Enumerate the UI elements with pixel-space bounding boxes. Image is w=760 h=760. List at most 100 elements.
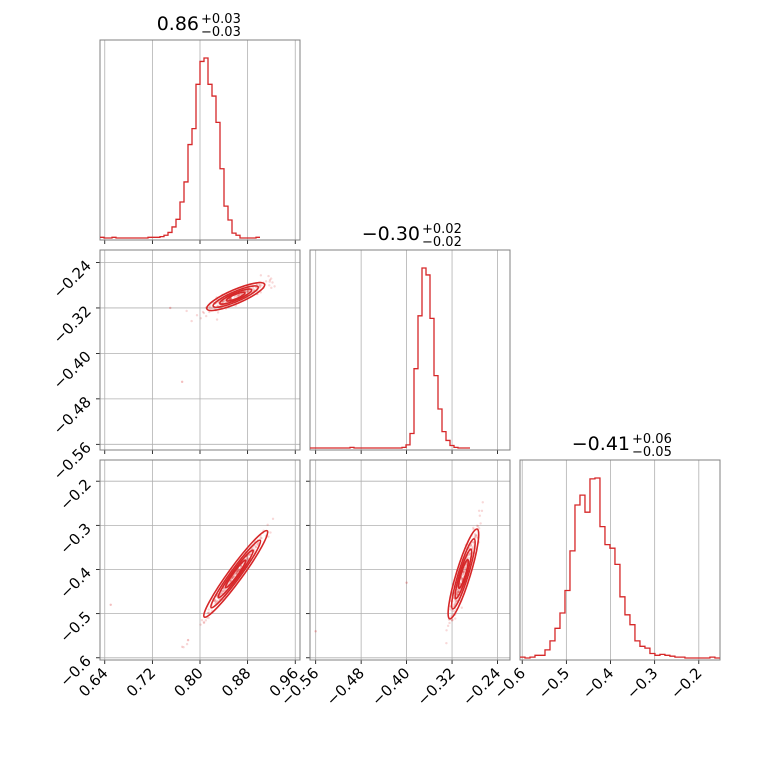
- sample-point: [259, 536, 262, 540]
- sample-point: [236, 570, 239, 573]
- sample-point: [204, 314, 208, 318]
- sample-point: [258, 283, 262, 287]
- sample-point: [461, 573, 464, 576]
- sample-point: [220, 301, 224, 304]
- sample-point: [208, 306, 211, 309]
- title-param-1-median: 0.86: [157, 13, 199, 35]
- sample-point: [451, 618, 454, 622]
- sample-point: [223, 588, 227, 591]
- sample-point: [246, 556, 249, 560]
- sample-point: [455, 591, 459, 594]
- sample-point: [474, 534, 477, 537]
- x-tick-label: −0.2: [667, 664, 705, 702]
- sample-point: [463, 566, 467, 570]
- sample-point: [258, 283, 261, 287]
- sample-point: [213, 599, 217, 602]
- sample-point: [182, 645, 185, 649]
- sample-point: [190, 319, 193, 323]
- sample-point: [209, 307, 212, 311]
- sample-point: [259, 274, 263, 277]
- y-tick-label: −0.5: [56, 608, 94, 646]
- sample-point: [202, 621, 206, 625]
- sample-point: [201, 310, 205, 314]
- title-param-3-minus: −0.05: [632, 445, 672, 460]
- sample-point: [453, 609, 456, 613]
- sample-point: [229, 579, 233, 582]
- sample-point: [481, 501, 484, 504]
- sample-point: [215, 599, 218, 602]
- sample-point: [476, 525, 480, 528]
- sample-point: [223, 299, 226, 303]
- sample-point: [480, 509, 484, 513]
- sample-point: [234, 572, 237, 575]
- sample-point: [247, 289, 250, 293]
- outlier-point: [186, 638, 190, 642]
- histogram-step-line: [520, 477, 720, 659]
- sample-point: [462, 570, 465, 574]
- sample-point: [209, 305, 212, 309]
- sample-point: [445, 641, 448, 645]
- sample-point: [469, 544, 473, 547]
- sample-point: [231, 576, 234, 580]
- sample-point: [268, 278, 272, 282]
- outlier-point: [180, 380, 184, 384]
- panel-frame: [99, 39, 301, 241]
- sample-point: [451, 612, 454, 616]
- sample-point: [256, 542, 259, 546]
- title-param-3-median: −0.41: [572, 433, 630, 455]
- x-tick-label: −0.40: [368, 664, 413, 709]
- sample-point: [267, 535, 270, 538]
- histogram-panel-param-1: [99, 39, 301, 244]
- sample-point: [258, 285, 261, 289]
- y-tick-label: −0.24: [50, 257, 95, 302]
- sample-point: [235, 571, 238, 575]
- sample-point: [471, 545, 475, 549]
- sample-point: [248, 553, 251, 556]
- contour-line: [205, 281, 266, 312]
- sample-point: [260, 284, 263, 287]
- outlier-point: [109, 603, 112, 607]
- panel-frame: [99, 459, 301, 661]
- panel-frame: [309, 249, 511, 451]
- sample-point: [230, 577, 234, 580]
- x-tick-label: −0.4: [579, 664, 617, 702]
- sample-point: [468, 552, 471, 556]
- sample-point: [269, 531, 272, 534]
- y-tick-label: −0.32: [50, 302, 95, 347]
- sample-point: [460, 576, 464, 580]
- sample-point: [252, 288, 255, 291]
- sample-point: [215, 601, 218, 604]
- y-tick-labels-param-3: −0.6−0.5−0.4−0.3−0.2: [56, 475, 94, 690]
- sample-point: [208, 611, 211, 614]
- panel-frame: [99, 249, 301, 451]
- histogram-panel-param-2: [309, 249, 511, 454]
- x-tick-label: −0.48: [323, 664, 368, 709]
- sample-point: [455, 594, 459, 597]
- contour-line: [454, 548, 473, 600]
- sample-point: [446, 624, 450, 628]
- outlier-point: [314, 630, 317, 633]
- sample-point: [256, 541, 260, 545]
- sample-point: [247, 554, 250, 557]
- y-tick-label: −0.56: [50, 438, 95, 483]
- sample-point: [460, 577, 463, 580]
- sample-point: [460, 606, 463, 609]
- sample-point: [222, 300, 225, 303]
- sample-point: [270, 286, 273, 290]
- sample-point: [229, 297, 233, 300]
- scatter-panel-param-2-vs-3: [306, 459, 511, 664]
- sample-point: [222, 589, 225, 593]
- sample-point: [216, 311, 220, 314]
- sample-point: [260, 536, 263, 540]
- sample-point: [466, 556, 469, 559]
- contour-line: [210, 539, 262, 609]
- sample-point: [232, 575, 236, 578]
- x-tick-label: 0.88: [218, 664, 254, 700]
- sample-point: [220, 592, 223, 595]
- sample-point: [246, 290, 250, 293]
- sample-point: [259, 291, 262, 294]
- sample-point: [477, 527, 481, 530]
- sample-point: [215, 318, 219, 321]
- sample-point: [207, 616, 210, 620]
- sample-point: [235, 570, 239, 573]
